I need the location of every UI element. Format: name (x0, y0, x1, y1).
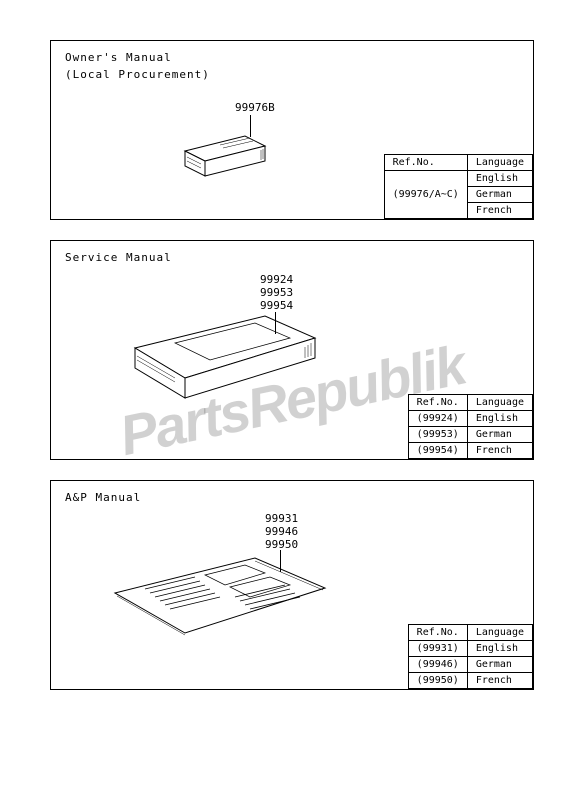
td: (99946) (408, 657, 467, 673)
ref-text: 99950 (265, 538, 298, 551)
service-manual-panel: Service Manual 99924 99953 99954 Ref.No (50, 240, 534, 460)
big-book-icon (115, 308, 335, 428)
td: English (467, 171, 532, 187)
td: French (467, 673, 532, 689)
ref-label: 99976B (235, 101, 275, 114)
ref-table-owners: Ref.No.Language (99976/A~C)English Germa… (384, 154, 533, 219)
panel-title: Service Manual (65, 251, 519, 264)
leader-line (275, 312, 276, 334)
td: French (467, 203, 532, 219)
th: Ref.No. (408, 625, 467, 641)
td: (99954) (408, 443, 467, 459)
td: English (467, 411, 532, 427)
leader-line (280, 550, 281, 572)
th: Ref.No. (408, 395, 467, 411)
leader-line (250, 115, 251, 137)
small-book-icon (175, 131, 275, 191)
diagram-container: Owner's Manual (Local Procurement) 99976… (0, 0, 584, 750)
ref-labels: 99931 99946 99950 (265, 512, 298, 552)
th: Ref.No. (384, 155, 467, 171)
ref-text: 99976B (235, 101, 275, 114)
td: English (467, 641, 532, 657)
td: (99976/A~C) (384, 171, 467, 219)
panel-title: A&P Manual (65, 491, 519, 504)
owners-manual-panel: Owner's Manual (Local Procurement) 99976… (50, 40, 534, 220)
ref-text: 99946 (265, 525, 298, 538)
td: (99924) (408, 411, 467, 427)
th: Language (467, 625, 532, 641)
ref-text: 99954 (260, 299, 293, 312)
th: Language (467, 155, 532, 171)
ref-table-ap: Ref.No.Language (99931)English (99946)Ge… (408, 624, 533, 689)
ref-labels: 99924 99953 99954 (260, 273, 293, 313)
ref-table-service: Ref.No.Language (99924)English (99953)Ge… (408, 394, 533, 459)
td: French (467, 443, 532, 459)
ref-text: 99924 (260, 273, 293, 286)
td: German (467, 427, 532, 443)
ref-text: 99953 (260, 286, 293, 299)
ap-manual-panel: A&P Manual 99931 (50, 480, 534, 690)
td: (99950) (408, 673, 467, 689)
td: (99953) (408, 427, 467, 443)
sheet-icon (105, 553, 335, 663)
td: German (467, 657, 532, 673)
td: German (467, 187, 532, 203)
td: (99931) (408, 641, 467, 657)
ref-text: 99931 (265, 512, 298, 525)
panel-title: Owner's Manual (65, 51, 519, 64)
panel-subtitle: (Local Procurement) (65, 68, 519, 81)
th: Language (467, 395, 532, 411)
